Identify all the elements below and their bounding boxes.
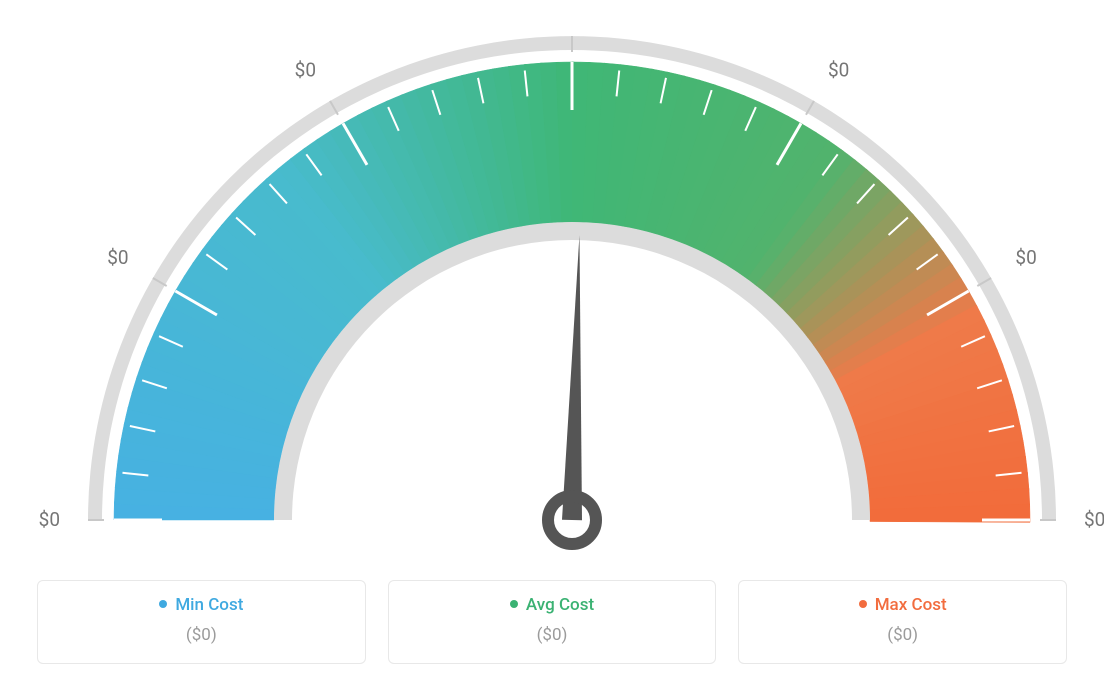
legend-card-min: Min Cost ($0) [37,580,366,664]
legend-title-max: Max Cost [757,595,1048,615]
legend-value-min: ($0) [56,625,347,645]
gauge-tick-label: $0 [1084,508,1104,531]
cost-gauge-container: $0$0$0$0$0$0$0 Min Cost ($0) Avg Cost ($… [20,20,1084,664]
legend-title-min: Min Cost [56,595,347,615]
gauge-chart: $0$0$0$0$0$0$0 [20,20,1104,560]
gauge-tick-label: $0 [107,246,128,269]
gauge-tick-label: $0 [828,59,849,82]
legend-row: Min Cost ($0) Avg Cost ($0) Max Cost ($0… [37,580,1067,664]
gauge-tick-label: $0 [39,508,60,531]
gauge-tick-label: $0 [1015,246,1036,269]
dot-icon [510,600,518,608]
legend-label: Avg Cost [526,595,594,615]
dot-icon [159,600,167,608]
legend-value-avg: ($0) [407,625,698,645]
legend-value-max: ($0) [757,625,1048,645]
legend-label: Min Cost [175,595,243,615]
legend-label: Max Cost [875,595,947,615]
legend-card-avg: Avg Cost ($0) [388,580,717,664]
legend-card-max: Max Cost ($0) [738,580,1067,664]
legend-title-avg: Avg Cost [407,595,698,615]
dot-icon [859,600,867,608]
gauge-needle [562,235,582,520]
gauge-tick-label: $0 [295,59,316,82]
